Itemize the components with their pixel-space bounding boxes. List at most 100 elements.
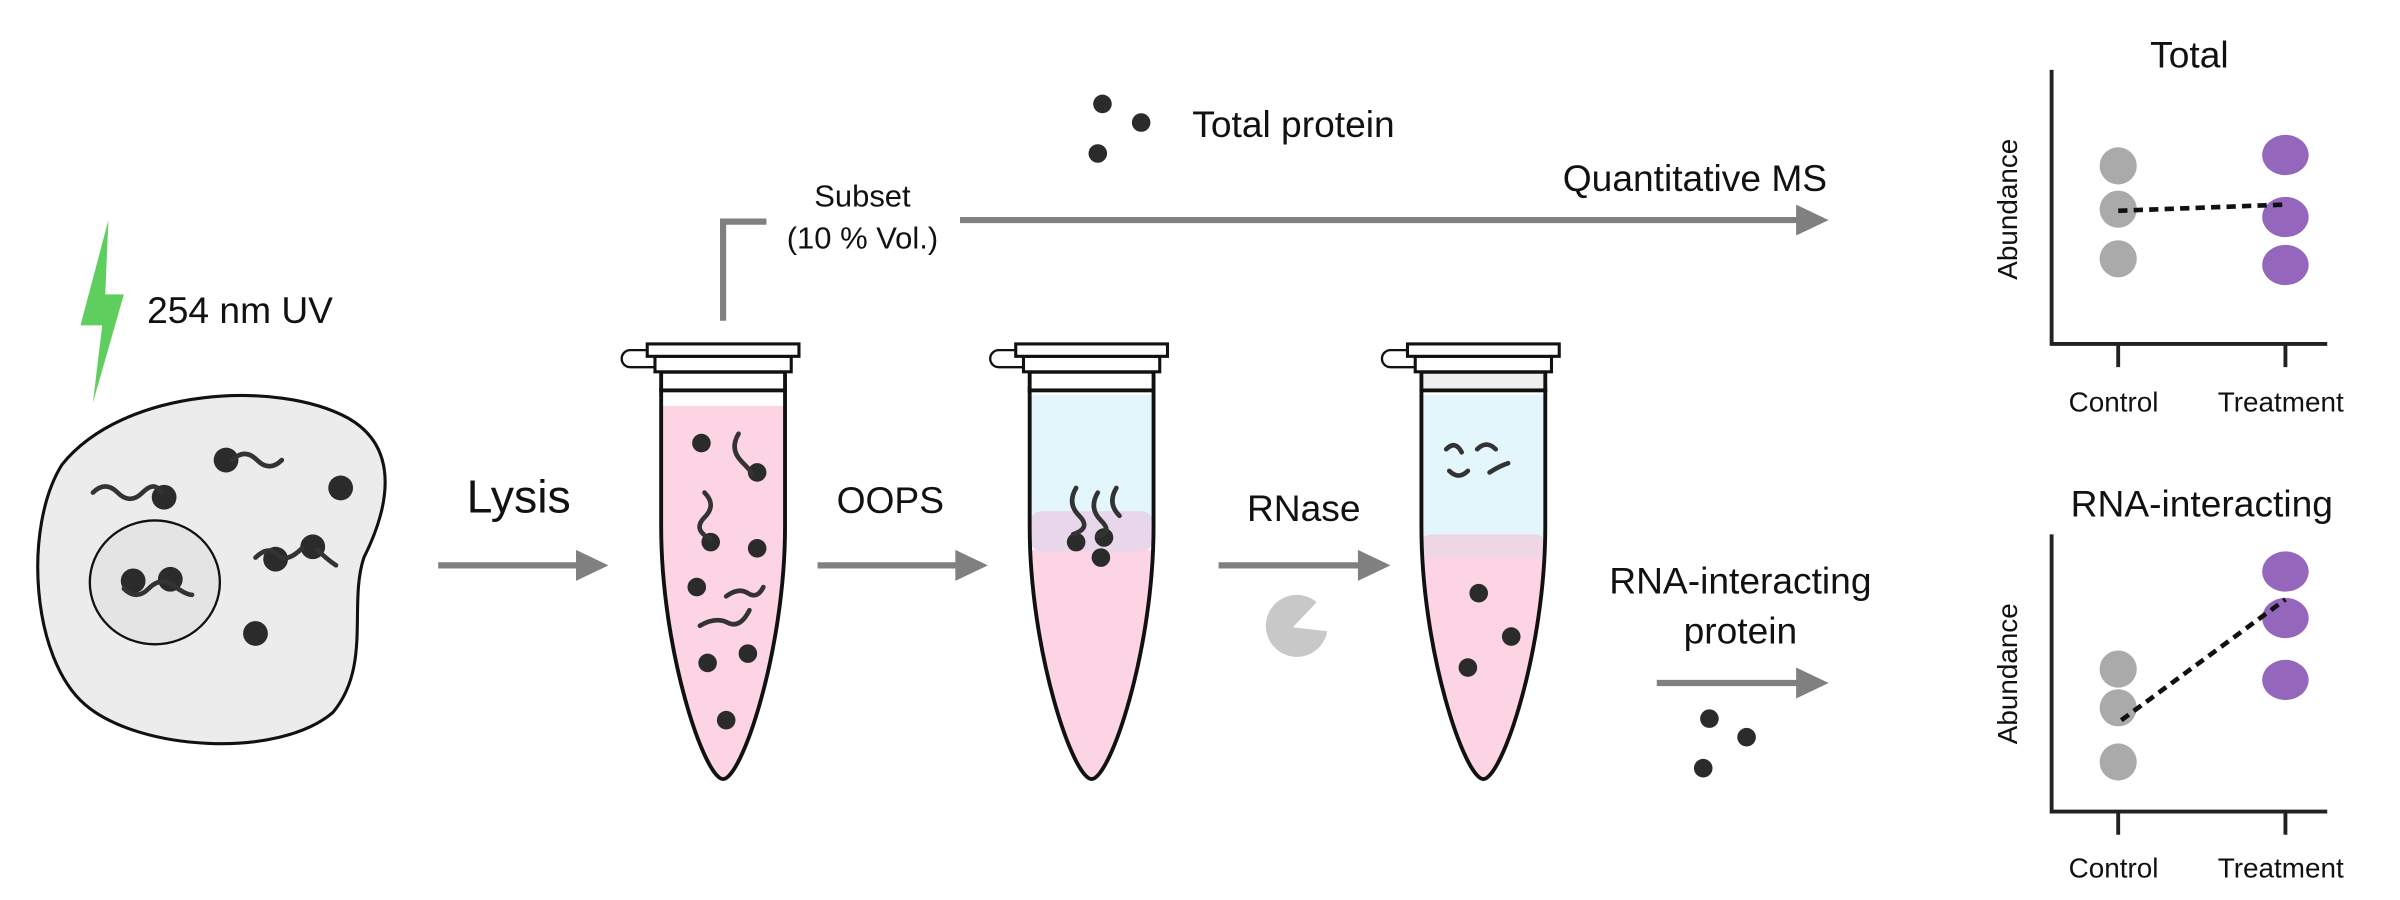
oops-label: OOPS <box>837 479 944 521</box>
plot-category: Treatment <box>2218 853 2344 884</box>
tube-rnase-rect <box>1413 354 1554 374</box>
plot-total-line <box>2118 202 2286 214</box>
plot-total-ellipse <box>2262 244 2309 286</box>
tube-lysate-rect <box>653 354 793 374</box>
tube-lysate-rect <box>645 342 801 358</box>
oops-arrow <box>817 549 988 581</box>
tube-lysate-path <box>620 348 655 369</box>
tube-oops-g-rect <box>1029 549 1154 780</box>
plot-rna-interacting-path <box>2049 534 2328 835</box>
tube-rnase-rect <box>1405 342 1561 358</box>
plot-total <box>2049 69 2328 368</box>
rna-protein-label: protein <box>1684 609 1798 651</box>
rna-protein-label: RNA-interacting <box>1609 560 1871 602</box>
cell-circle <box>243 621 268 646</box>
plot-rna-interacting <box>2049 534 2328 835</box>
tube-oops-path <box>1110 485 1122 519</box>
plot-total-ellipse <box>2262 196 2309 238</box>
tube-lysate-circle <box>747 539 767 558</box>
plot-rna-interacting-ellipse <box>2262 597 2309 639</box>
tube-lysate-circle <box>687 577 707 597</box>
cell-circle <box>120 568 146 594</box>
tube-rnase-circle <box>1501 627 1521 646</box>
uv-label: 254 nm UV <box>147 289 333 331</box>
tube-rnase-g-rect <box>1421 534 1546 558</box>
tube-rnase <box>1380 342 1561 781</box>
cell-path <box>229 451 285 469</box>
tube-lysate-path <box>659 387 787 781</box>
plot-rna-interacting-line <box>2119 597 2287 723</box>
oops-arrow-path <box>955 549 988 581</box>
subset-branch-path <box>1796 204 1829 236</box>
tube-lysate-path <box>723 584 766 599</box>
tube-rnase-circle <box>1458 658 1478 677</box>
tube-lysate-rect <box>659 369 787 393</box>
plot-title: Total <box>2150 33 2229 75</box>
subset-branch-circle <box>1131 113 1151 132</box>
tube-oops-circle <box>1091 548 1111 567</box>
tube-lysate-circle <box>698 653 717 673</box>
subset-volume: (10 % Vol.) <box>787 220 938 255</box>
cell-path <box>121 579 195 598</box>
tube-lysate <box>620 342 801 781</box>
subset-branch-circle <box>1093 94 1112 114</box>
tube-oops-circle <box>1066 532 1086 552</box>
tube-rnase-path <box>1380 348 1416 369</box>
tube-lysate-circle <box>738 644 758 663</box>
rna-protein-arrow <box>1656 667 1829 778</box>
plot-category: Treatment <box>2218 387 2344 418</box>
rna-protein-arrow-path <box>1796 667 1829 699</box>
tube-lysate-g <box>661 405 786 780</box>
cell-circle <box>213 447 239 473</box>
plot-total-circle <box>2099 240 2137 278</box>
tube-oops-path <box>1091 490 1109 539</box>
total-protein-label: Total protein <box>1192 103 1394 145</box>
plot-ylabel: Abundance <box>1992 139 2023 280</box>
cell-circle <box>328 475 354 501</box>
tube-oops-g-rect <box>1029 395 1154 519</box>
plot-total-ellipse <box>2262 134 2309 176</box>
cell-path <box>90 484 164 502</box>
tube-oops-rect <box>1021 354 1162 374</box>
rna-protein-arrow-circle <box>1700 709 1719 728</box>
plot-rna-interacting-ellipse <box>2262 551 2309 592</box>
rna-protein-arrow-circle <box>1693 758 1713 778</box>
plot-rna-interacting-circle <box>2099 689 2137 727</box>
tube-lysate-circle <box>747 463 767 482</box>
plot-category: Control <box>2069 853 2159 884</box>
tube-lysate-path <box>697 490 714 542</box>
rnase-arrow <box>1218 549 1391 657</box>
tube-rnase-path <box>1446 468 1471 478</box>
uv-bolt <box>80 220 124 403</box>
lysis-label: Lysis <box>467 471 571 523</box>
tube-oops-rect <box>1014 342 1170 358</box>
plot-rna-interacting-ellipse <box>2262 659 2309 701</box>
lysis-arrow <box>438 549 609 581</box>
tube-oops-rect <box>1027 369 1156 393</box>
tube-oops-path <box>989 348 1024 369</box>
cell-path <box>315 547 339 568</box>
tube-lysate-circle <box>716 710 736 730</box>
tube-rnase-g-rect <box>1421 395 1546 543</box>
tube-lysate-path <box>697 607 752 629</box>
rnase-label: RNase <box>1247 487 1361 529</box>
subset-branch-polyline <box>720 218 767 321</box>
tube-rnase-path <box>1474 442 1499 452</box>
plot-rna-interacting-circle <box>2099 743 2137 781</box>
tube-oops-g-rect <box>1029 511 1154 552</box>
plot-rna-interacting-circle <box>2099 650 2137 688</box>
tube-lysate-circle <box>692 433 711 453</box>
tube-rnase-circle <box>1469 583 1488 603</box>
tube-lysate-g-rect <box>661 405 786 780</box>
cell-path <box>253 546 305 561</box>
plot-total-circle <box>2099 147 2137 185</box>
subset-branch-circle <box>1088 144 1108 163</box>
tube-oops-path <box>1027 387 1156 781</box>
plot-ylabel: Abundance <box>1992 603 2023 744</box>
plot-category: Control <box>2069 387 2159 418</box>
cell <box>36 394 387 746</box>
tube-rnase-rect <box>1419 369 1548 393</box>
rnase-arrow-path <box>1265 594 1328 657</box>
subset-label: Subset <box>814 179 911 214</box>
tube-oops-circle <box>1094 528 1114 547</box>
